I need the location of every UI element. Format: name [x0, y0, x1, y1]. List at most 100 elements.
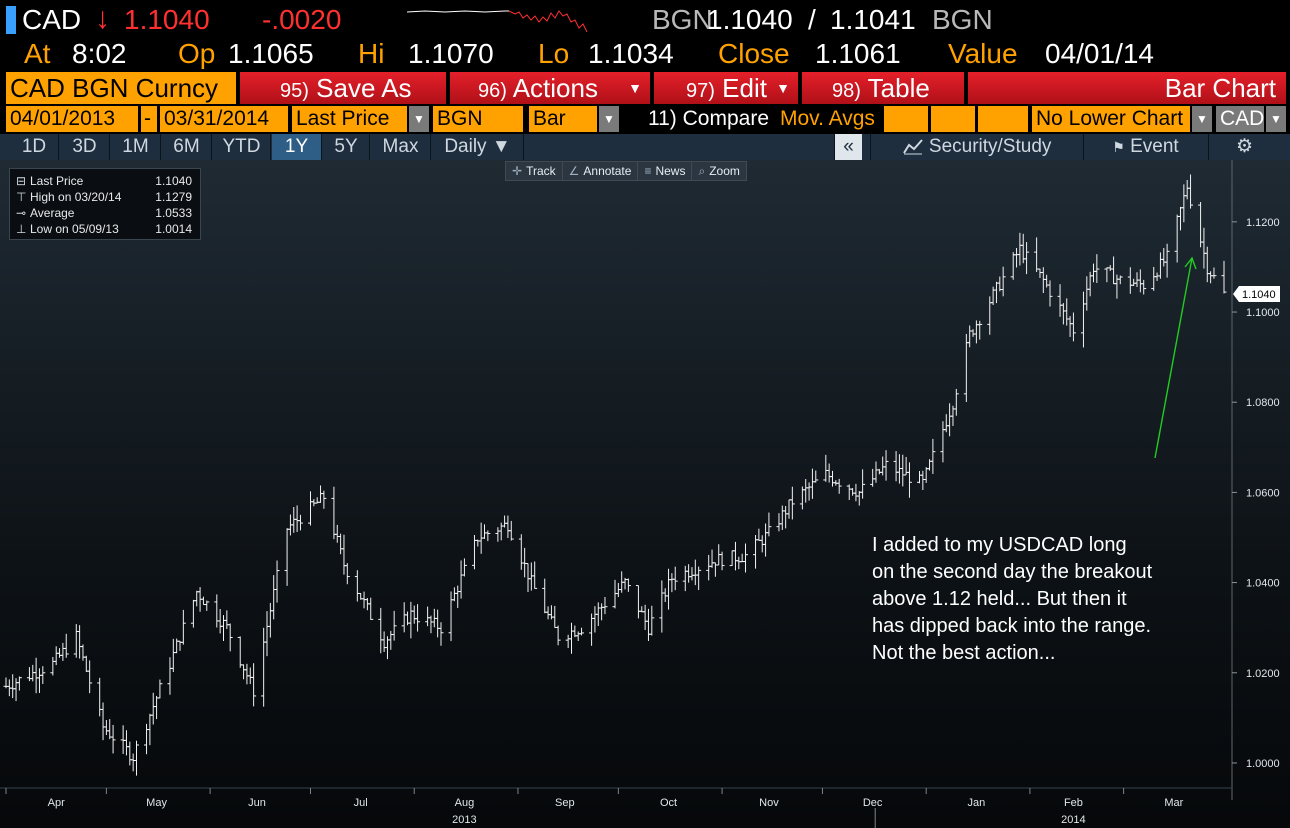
blank-field-2[interactable]	[931, 106, 975, 132]
intraday-sparkline	[406, 10, 588, 33]
lower-chart-select[interactable]: No Lower Chart	[1032, 106, 1190, 132]
low-label: Lo	[538, 38, 570, 69]
period-6m[interactable]: 6M	[162, 134, 212, 160]
bid-price: 1.1040	[707, 4, 793, 35]
period-1y[interactable]: 1Y	[272, 134, 322, 160]
price-field-dropdown-icon[interactable]: ▼	[409, 106, 429, 132]
period-5y[interactable]: 5Y	[323, 134, 370, 160]
x-tick-label: Dec	[863, 797, 883, 809]
legend-low-value: 1.0014	[155, 222, 192, 236]
legend-average-label: Average	[30, 206, 75, 220]
close-label: Close	[718, 38, 790, 69]
blank-field-3[interactable]	[978, 106, 1028, 132]
ask-source: BGN	[932, 4, 993, 35]
table-button[interactable]: 98) Table	[802, 72, 964, 104]
legend-high-label: High on 03/20/14	[30, 190, 122, 204]
period-1m[interactable]: 1M	[111, 134, 161, 160]
pencil-icon: ∠	[568, 164, 580, 178]
currency-select[interactable]: CAD	[1216, 106, 1264, 132]
security-marker	[6, 6, 16, 34]
annotation-line: above 1.12 held... But then it	[872, 588, 1127, 610]
bid-ask-separator: /	[808, 4, 816, 35]
y-tick-label: 1.0000	[1246, 758, 1280, 770]
security-study-button[interactable]: Security/Study	[870, 134, 1082, 160]
frequency-select[interactable]: Daily ▼	[432, 134, 524, 160]
mov-avgs-button[interactable]: Mov. Avgs	[780, 107, 875, 130]
annotation-arrow	[1154, 257, 1193, 459]
x-tick-label: May	[146, 797, 167, 809]
currency-dropdown-icon[interactable]: ▼	[1266, 106, 1286, 132]
period-max[interactable]: Max	[371, 134, 431, 160]
x-tick-label: Oct	[660, 797, 677, 809]
actions-menu[interactable]: 96) Actions ▼	[450, 72, 650, 104]
open-label: Op	[178, 38, 216, 69]
news-label: News	[655, 164, 686, 178]
compare-button[interactable]: 11) Compare	[648, 107, 769, 130]
annotation-arrow-head	[1184, 256, 1197, 270]
y-tick-label: 1.1000	[1246, 307, 1280, 319]
x-tick-label: Jul	[354, 797, 368, 809]
start-date-field[interactable]: 04/01/2013	[6, 106, 138, 132]
period-3d[interactable]: 3D	[60, 134, 110, 160]
pricing-source-field[interactable]: BGN	[433, 106, 523, 132]
at-value: 8:02	[72, 38, 127, 69]
legend-average-icon: ⊸	[16, 206, 27, 220]
chart-style-select[interactable]: Bar	[529, 106, 597, 132]
price-field-select[interactable]: Last Price	[292, 106, 407, 132]
at-label: At	[24, 38, 51, 69]
chart-type-label[interactable]: Bar Chart	[968, 72, 1286, 104]
period-ytd[interactable]: YTD	[213, 134, 271, 160]
end-date-field[interactable]: 03/31/2014	[160, 106, 288, 132]
annotation-line: has dipped back into the range.	[872, 615, 1152, 637]
legend-last-price: ⊟ Last Price 1.1040	[16, 173, 196, 189]
x-tick-label: Nov	[759, 797, 779, 809]
ask-price: 1.1041	[830, 4, 916, 35]
down-arrow-icon: ↓	[95, 2, 110, 35]
high-label: Hi	[358, 38, 385, 69]
annotation-line: I added to my USDCAD long	[872, 534, 1127, 556]
actions-number: 96)	[478, 80, 507, 102]
price-chart[interactable]: 1.1200 1.1000 1.0800 1.0600 1.0400 1.0200 1.00…	[0, 160, 1290, 828]
open-value: 1.1065	[228, 38, 314, 69]
chart-style-dropdown-icon[interactable]: ▼	[599, 106, 619, 132]
close-value: 1.1061	[815, 38, 901, 69]
x-tick-label: Apr	[48, 797, 65, 809]
security-study-label: Security/Study	[928, 136, 1052, 157]
gear-icon: ⚙	[1235, 136, 1254, 157]
actions-label: Actions	[512, 73, 598, 103]
field-bar: 04/01/2013 - 03/31/2014 Last Price ▼ BGN…	[0, 106, 1290, 132]
quote-header: CAD ↓ 1.1040 -.0020 BGN 1.1040 / 1.1041 …	[0, 0, 1290, 40]
legend-high-icon: ⊤	[16, 190, 27, 204]
legend-average: ⊸ Average 1.0533	[16, 205, 196, 221]
x-year-label: 2014	[1061, 814, 1085, 826]
lower-chart-dropdown-icon[interactable]: ▼	[1192, 106, 1212, 132]
news-tool[interactable]: ≡ News	[638, 162, 693, 180]
period-toolbar: 1D 3D 1M 6M YTD 1Y 5Y Max Daily ▼ « Secu…	[0, 134, 1290, 160]
x-tick-label: Jan	[968, 797, 986, 809]
zoom-tool[interactable]: ⌕ Zoom	[692, 162, 745, 180]
track-tool[interactable]: ✛ Track	[506, 162, 563, 180]
edit-menu[interactable]: 97) Edit ▼	[654, 72, 798, 104]
blank-field-1[interactable]	[884, 106, 928, 132]
legend-last-label: Last Price	[30, 174, 84, 188]
save-as-button[interactable]: 95) Save As	[240, 72, 446, 104]
period-1d[interactable]: 1D	[10, 134, 59, 160]
bar-chart-plot: 1.1200 1.1000 1.0800 1.0600 1.0400 1.0200 1.00…	[0, 160, 1280, 828]
save-as-number: 95)	[280, 80, 309, 102]
x-tick-label: Mar	[1164, 797, 1183, 809]
x-tick-label: Jun	[248, 797, 266, 809]
edit-label: Edit	[722, 73, 767, 103]
x-tick-label: Aug	[455, 797, 475, 809]
annotate-tool[interactable]: ∠ Annotate	[563, 162, 639, 180]
save-as-label: Save As	[316, 73, 412, 103]
y-tick-label: 1.0400	[1246, 578, 1280, 590]
collapse-button[interactable]: «	[834, 134, 862, 160]
chart-legend: ⊟ Last Price 1.1040 ⊤ High on 03/20/14 1.1…	[9, 168, 201, 240]
chart-tools: ✛ Track ∠ Annotate ≡ News ⌕ Zoom	[505, 161, 747, 181]
settings-button[interactable]: ⚙	[1208, 134, 1280, 160]
low-value: 1.1034	[588, 38, 674, 69]
value-date: 04/01/14	[1045, 38, 1154, 69]
security-field[interactable]: CAD BGN Curncy	[6, 72, 236, 104]
event-button[interactable]: ⚑ Event	[1083, 134, 1207, 160]
x-year-label: 2013	[452, 814, 476, 826]
